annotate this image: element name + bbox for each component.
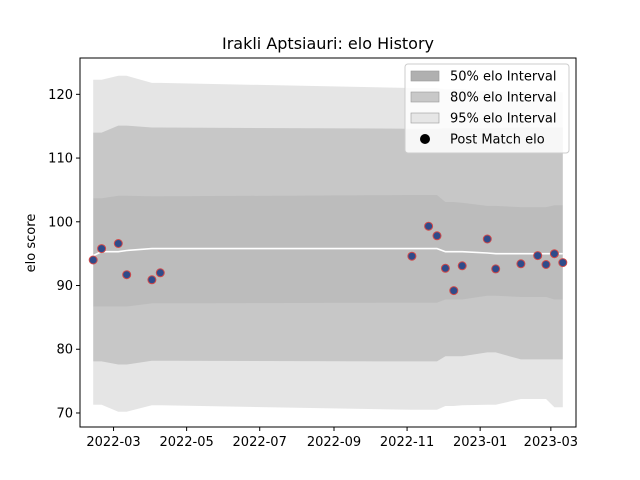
post-match-point — [97, 244, 107, 254]
legend-label: 50% elo Interval — [450, 70, 557, 85]
post-match-point — [516, 259, 526, 269]
y-tick-label: 120 — [48, 88, 73, 103]
chart-title: Irakli Aptsiauri: elo History — [222, 34, 434, 53]
x-tick-label: 2023-03 — [524, 435, 578, 450]
post-match-point — [88, 255, 98, 265]
band-95 — [93, 75, 563, 412]
post-match-points — [88, 221, 568, 296]
band-50 — [93, 195, 563, 307]
y-tick-label: 100 — [48, 215, 73, 230]
post-match-point — [155, 268, 165, 278]
post-match-point — [122, 270, 132, 280]
legend-swatch — [410, 112, 440, 124]
legend-label: 95% elo Interval — [450, 112, 557, 127]
legend-swatch — [410, 70, 440, 82]
y-tick-label: 70 — [56, 406, 73, 421]
post-match-point — [558, 258, 568, 268]
x-tick-label: 2022-07 — [233, 435, 287, 450]
post-match-point — [407, 251, 417, 261]
post-match-point — [457, 261, 467, 271]
y-tick-label: 110 — [48, 152, 73, 167]
y-axis-label: elo score — [24, 214, 39, 273]
post-match-point — [449, 286, 459, 296]
y-tick-label: 80 — [56, 343, 73, 358]
plot-area — [88, 75, 568, 412]
post-match-point — [541, 260, 551, 269]
interval-bands — [93, 75, 563, 412]
x-axis: 2022-03 2022-05 2022-07 2022-09 2022-11 2023-… — [86, 427, 578, 450]
plot-frame — [79, 57, 577, 428]
x-tick-label: 2022-05 — [159, 435, 213, 450]
x-tick-label: 2022-03 — [86, 435, 140, 450]
legend-marker — [420, 134, 430, 144]
x-tick-label: 2022-09 — [307, 435, 361, 450]
legend-label: Post Match elo — [450, 133, 545, 148]
x-tick-label: 2022-11 — [380, 435, 434, 450]
y-tick-label: 90 — [56, 279, 73, 294]
post-match-point — [533, 251, 543, 261]
x-tick-label: 2023-01 — [453, 435, 507, 450]
legend-swatch — [410, 91, 440, 103]
post-match-point — [113, 239, 123, 248]
legend: 50% elo Interval 80% elo Interval 95% elo … — [404, 63, 570, 154]
legend-box — [404, 63, 570, 154]
post-match-point — [440, 263, 450, 273]
post-match-point — [482, 234, 492, 244]
legend-label: 80% elo Interval — [450, 91, 557, 106]
post-match-point — [424, 221, 434, 231]
y-axis: 70 80 90 100 110 120 — [48, 88, 80, 421]
post-match-point — [147, 275, 157, 285]
post-match-point — [432, 231, 442, 241]
post-match-point — [491, 264, 501, 274]
post-match-point — [549, 249, 559, 259]
band-80 — [93, 125, 563, 365]
